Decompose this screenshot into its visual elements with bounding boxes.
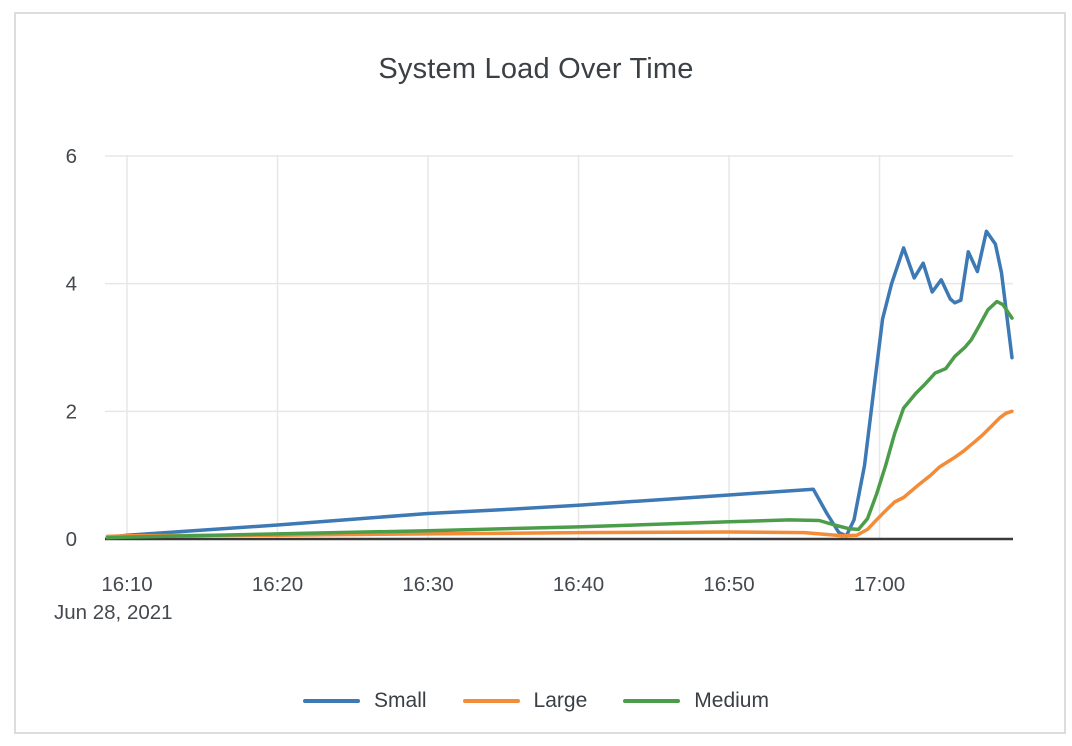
series-line-small (105, 229, 1014, 540)
legend-swatch-large (462, 698, 520, 704)
legend-label-small: Small (374, 689, 427, 712)
series-line-large (105, 409, 1014, 539)
x-tick-label: 16:50 (703, 573, 754, 596)
y-tick-label: 4 (66, 273, 77, 296)
series-line-medium (105, 299, 1014, 540)
legend: Small Large Medium (0, 689, 1072, 713)
chart-title: System Load Over Time (378, 53, 694, 85)
x-tick-label: 16:30 (402, 573, 453, 596)
legend-swatch-medium (623, 698, 681, 704)
y-tick-label: 6 (66, 145, 77, 168)
x-tick-label: 17:00 (854, 573, 905, 596)
legend-item-large[interactable]: Large (462, 689, 588, 713)
legend-item-small[interactable]: Small (303, 689, 427, 713)
x-tick-label: 16:40 (553, 573, 604, 596)
legend-label-large: Large (533, 689, 588, 712)
x-tick-label: 16:20 (252, 573, 303, 596)
x-tick-label: 16:10 (101, 573, 152, 596)
legend-label-medium: Medium (694, 689, 769, 712)
y-tick-label: 0 (66, 528, 77, 551)
chart-card (14, 12, 1066, 734)
x-axis-date-label: Jun 28, 2021 (54, 601, 173, 624)
legend-item-medium[interactable]: Medium (623, 689, 769, 713)
y-tick-label: 2 (66, 400, 77, 423)
legend-swatch-small (303, 698, 361, 704)
